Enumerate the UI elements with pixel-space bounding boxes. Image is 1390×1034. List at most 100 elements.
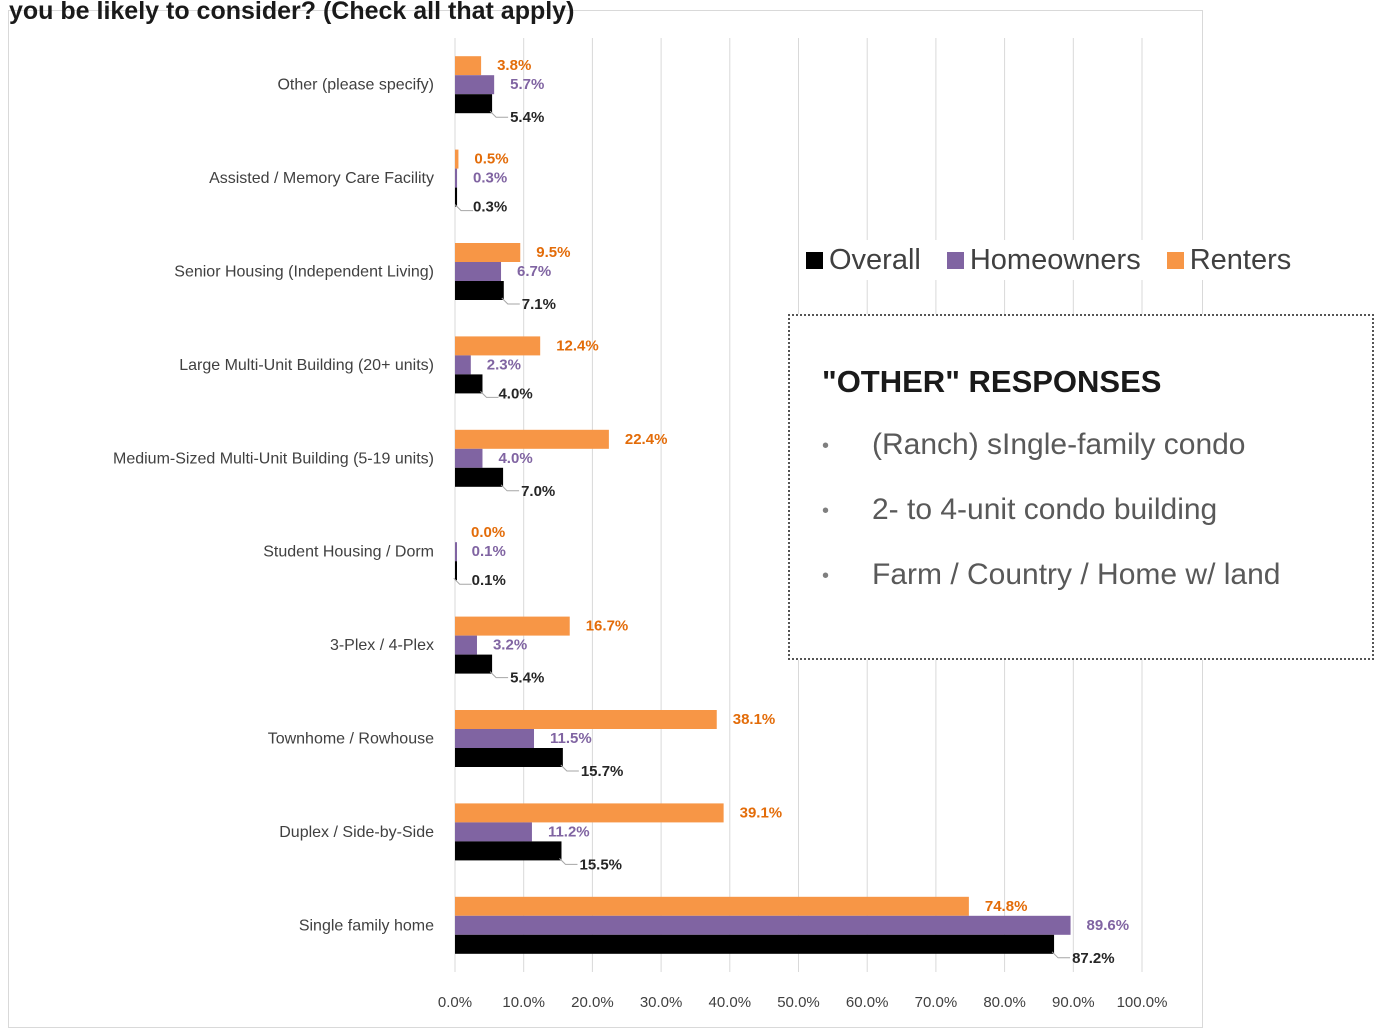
value-label-homeowners: 4.0%	[498, 450, 532, 467]
value-label-renters: 22.4%	[625, 431, 668, 448]
legend-swatch-homeowners	[946, 251, 964, 269]
value-label-overall: 4.0%	[498, 385, 532, 402]
x-tick-label: 60.0%	[846, 994, 889, 1011]
x-tick-label: 0.0%	[438, 994, 472, 1011]
other-responses-title: "OTHER" RESPONSES	[822, 364, 1162, 399]
bar-homeowners	[455, 822, 532, 842]
bar-renters	[455, 616, 570, 636]
category-label: Assisted / Memory Care Facility	[209, 170, 434, 187]
value-label-renters: 16.7%	[586, 618, 629, 635]
category-label: Large Multi-Unit Building (20+ units)	[179, 357, 434, 374]
bar-renters	[455, 336, 541, 356]
bullet-icon: •	[822, 565, 830, 587]
bar-renters	[455, 429, 609, 449]
legend-swatch-renters	[1166, 251, 1184, 269]
category-label: Senior Housing (Independent Living)	[174, 264, 434, 281]
value-label-homeowners: 0.1%	[472, 543, 506, 560]
other-responses-box: "OTHER" RESPONSES • (Ranch) sIngle-famil…	[788, 314, 1374, 660]
legend-item-overall: Overall	[806, 244, 921, 277]
x-tick-label: 100.0%	[1117, 994, 1168, 1011]
value-label-homeowners: 2.3%	[487, 356, 521, 373]
legend-label-homeowners: Homeowners	[969, 243, 1141, 276]
bar-homeowners	[455, 542, 457, 562]
legend-label-overall: Overall	[829, 243, 921, 276]
category-label: Student Housing / Dorm	[263, 544, 434, 561]
other-response-text: Farm / Country / Home w/ land	[872, 558, 1281, 591]
bar-homeowners	[455, 915, 1071, 935]
value-label-homeowners: 89.6%	[1087, 917, 1130, 934]
category-label: Other (please specify)	[277, 77, 434, 94]
x-tick-label: 30.0%	[640, 994, 683, 1011]
bar-overall	[455, 748, 563, 767]
bar-overall	[455, 561, 457, 581]
bar-overall	[455, 934, 1055, 954]
bullet-icon: •	[822, 435, 830, 457]
value-label-overall: 5.4%	[510, 109, 544, 126]
value-label-renters: 9.5%	[536, 244, 570, 261]
bar-homeowners	[455, 355, 471, 375]
bar-renters	[455, 243, 521, 262]
leader-line	[559, 858, 578, 865]
value-label-homeowners: 3.2%	[493, 637, 527, 654]
bar-renters	[455, 896, 969, 916]
x-tick-label: 50.0%	[777, 994, 820, 1011]
category-label: Medium-Sized Multi-Unit Building (5-19 u…	[113, 450, 434, 467]
bar-homeowners	[455, 75, 495, 95]
bar-overall	[455, 841, 562, 861]
leader-line	[489, 671, 509, 679]
bar-overall	[455, 374, 483, 394]
leader-line	[501, 297, 520, 305]
value-label-renters: 3.8%	[497, 57, 531, 74]
leader-line	[1051, 951, 1071, 959]
legend-item-renters: Renters	[1166, 244, 1291, 277]
other-response-item: • Farm / Country / Home w/ land	[822, 558, 1280, 623]
value-label-overall: 7.0%	[521, 483, 555, 500]
chart-title: you be likely to consider? (Check all th…	[9, 0, 575, 25]
x-tick-label: 20.0%	[571, 994, 614, 1011]
category-label: Townhome / Rowhouse	[268, 731, 434, 748]
value-label-homeowners: 0.3%	[473, 170, 507, 187]
bar-renters	[455, 710, 717, 729]
value-label-renters: 12.4%	[556, 337, 599, 354]
value-label-overall: 15.7%	[581, 763, 624, 780]
leader-line	[500, 484, 520, 492]
value-label-renters: 39.1%	[740, 804, 783, 821]
category-label: 3-Plex / 4-Plex	[330, 637, 434, 654]
value-label-renters: 0.5%	[474, 151, 508, 168]
x-tick-label: 10.0%	[502, 994, 545, 1011]
other-response-item: • 2- to 4-unit condo building	[822, 493, 1280, 558]
chart-legend: Overall Homeowners Renters	[800, 240, 1298, 280]
leader-line	[454, 204, 474, 212]
category-label: Duplex / Side-by-Side	[279, 824, 434, 841]
bar-renters	[455, 803, 724, 823]
value-label-renters: 38.1%	[733, 711, 776, 728]
other-response-text: 2- to 4-unit condo building	[872, 493, 1218, 526]
bar-overall	[455, 187, 458, 207]
leader-line	[480, 391, 499, 398]
legend-swatch-overall	[806, 251, 823, 269]
bar-renters	[455, 149, 459, 169]
leader-line	[560, 764, 579, 772]
value-label-overall: 87.2%	[1072, 950, 1115, 967]
value-label-overall: 0.3%	[473, 199, 507, 216]
value-label-homeowners: 6.7%	[517, 263, 551, 280]
x-tick-label: 90.0%	[1052, 994, 1095, 1011]
value-label-overall: 0.1%	[472, 572, 506, 589]
bar-homeowners	[455, 729, 535, 748]
other-responses-list: • (Ranch) sIngle-family condo • 2- to 4-…	[822, 428, 1280, 623]
value-label-homeowners: 11.2%	[548, 823, 590, 840]
bar-homeowners	[455, 635, 477, 655]
value-label-homeowners: 5.7%	[510, 76, 544, 93]
bar-overall	[455, 281, 504, 300]
leader-line	[489, 110, 509, 118]
legend-item-homeowners: Homeowners	[946, 243, 1141, 277]
x-tick-label: 70.0%	[915, 994, 958, 1011]
bar-overall	[455, 94, 493, 114]
other-response-item: • (Ranch) sIngle-family condo	[822, 428, 1280, 493]
value-label-overall: 5.4%	[510, 670, 544, 687]
value-label-overall: 7.1%	[522, 296, 556, 313]
bar-overall	[455, 467, 504, 487]
value-label-renters: 74.8%	[985, 898, 1028, 915]
bar-homeowners	[455, 448, 483, 468]
